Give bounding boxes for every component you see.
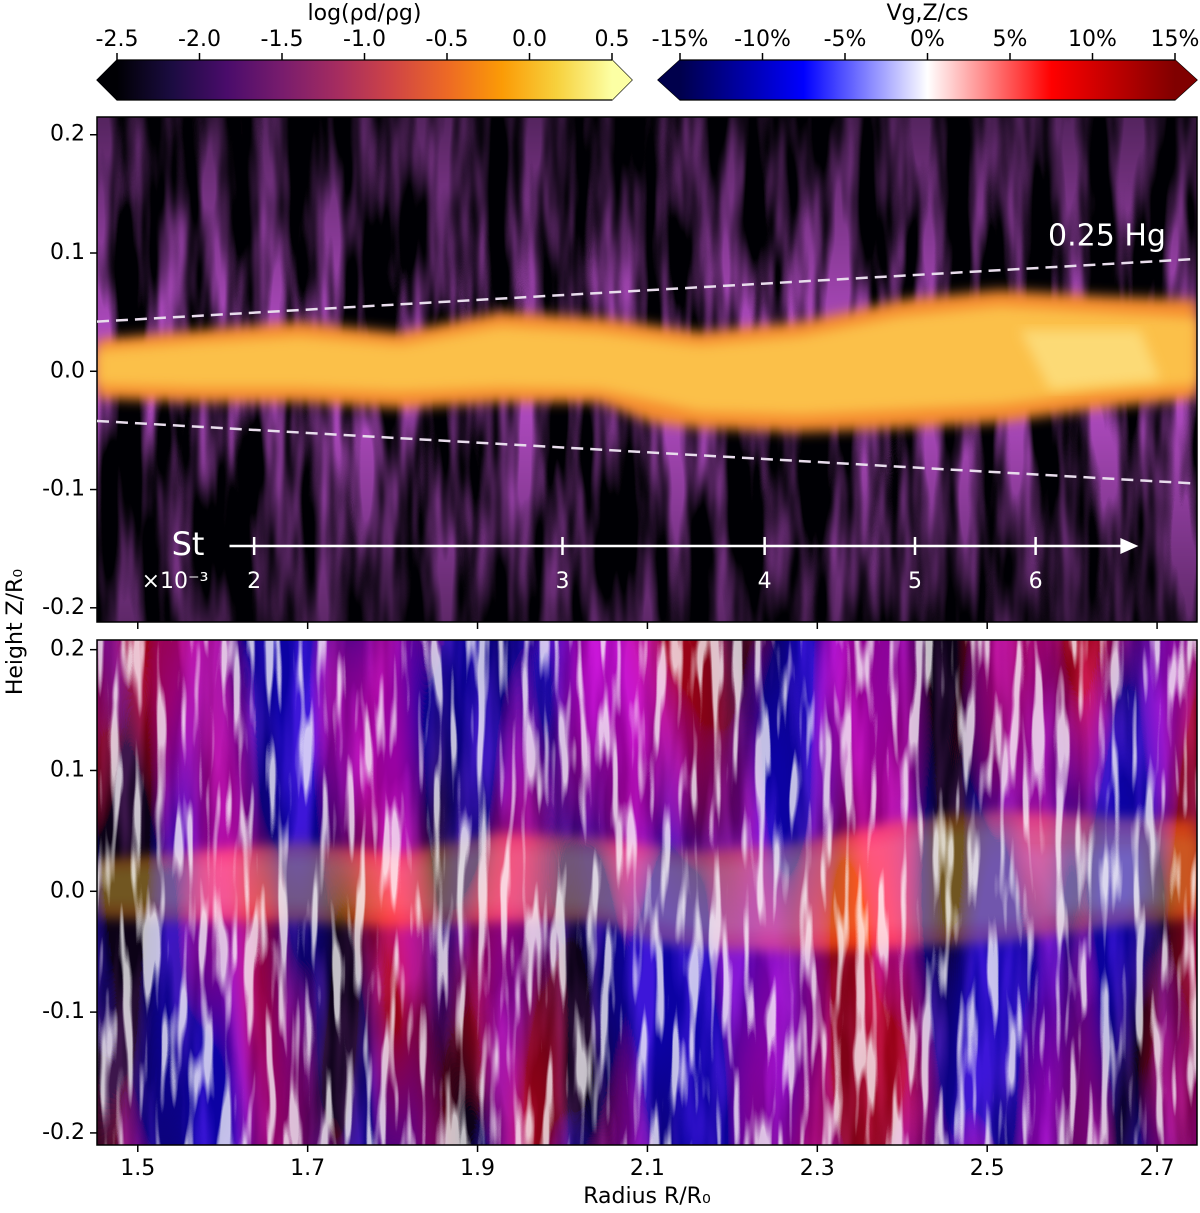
x-tick-label: 2.1 — [630, 1156, 665, 1181]
x-tick-label: 2.7 — [1140, 1156, 1175, 1181]
y-tick-label: 0.1 — [50, 757, 85, 782]
y-tick-label: -0.1 — [42, 999, 85, 1024]
y-tick-label: 0.2 — [50, 637, 85, 662]
stokes-tick-label: 6 — [1029, 569, 1043, 594]
colorbar-tick-label: -2.5 — [96, 27, 139, 52]
scale-height-label: 0.25 Hg — [1048, 218, 1166, 253]
stokes-tick-label: 4 — [758, 569, 772, 594]
x-axis-label: Radius R/R₀ — [583, 1184, 711, 1209]
y-tick-label: 0.2 — [50, 122, 85, 147]
scale-height-line — [96, 257, 1198, 323]
y-tick-label: 0.0 — [50, 878, 85, 903]
colorbar-tick-label: -1.5 — [261, 27, 304, 52]
colorbar-extend — [1175, 60, 1197, 100]
colorbar — [657, 59, 1198, 101]
x-tick-label: 2.5 — [970, 1156, 1005, 1181]
colorbar-tick-label: 0.0 — [512, 27, 547, 52]
colorbar-tick-label: 10% — [1068, 27, 1117, 52]
stokes-arrow-head — [1120, 538, 1139, 554]
stokes-tick-label: 2 — [247, 569, 261, 594]
colorbar-tick-label: -5% — [824, 27, 867, 52]
velocity-streamline-map — [97, 640, 1197, 1145]
panel-frame — [96, 116, 1198, 623]
stokes-tick-label: 3 — [555, 569, 569, 594]
colorbar-tick-label: -0.5 — [426, 27, 469, 52]
y-axis-label: Height Z/R₀ — [3, 569, 28, 695]
colorbar-tick-label: 5% — [993, 27, 1028, 52]
x-tick-label: 2.3 — [800, 1156, 835, 1181]
colorbar-extend — [658, 60, 680, 100]
stokes-multiplier: ×10⁻³ — [142, 569, 209, 594]
y-tick-label: -0.2 — [42, 1120, 85, 1145]
colorbar-extend — [97, 60, 117, 100]
y-tick-label: 0.0 — [50, 358, 85, 383]
colorbar-label: log(ρd/ρg) — [308, 1, 422, 26]
x-tick-label: 1.5 — [120, 1156, 155, 1181]
colorbar-tick-label: -15% — [652, 27, 709, 52]
colorbar-label: Vg,Z/cs — [886, 1, 968, 26]
y-tick-label: -0.1 — [42, 477, 85, 502]
colorbar-tick-label: -2.0 — [178, 27, 221, 52]
colorbar-tick-label: 15% — [1151, 27, 1200, 52]
y-tick-label: -0.2 — [42, 595, 85, 620]
scale-height-line — [96, 419, 1198, 485]
stokes-label: St — [172, 525, 205, 563]
stokes-tick-label: 5 — [908, 569, 922, 594]
x-tick-label: 1.7 — [290, 1156, 325, 1181]
colorbar-tick-label: -1.0 — [343, 27, 386, 52]
colorbar-tick-label: 0% — [910, 27, 945, 52]
colorbar — [96, 59, 633, 101]
colorbar-tick-label: 0.5 — [595, 27, 630, 52]
panel-frame — [96, 639, 1198, 1146]
x-tick-label: 1.9 — [460, 1156, 495, 1181]
dust-density-map — [97, 117, 1197, 622]
y-tick-label: 0.1 — [50, 240, 85, 265]
colorbar-extend — [612, 60, 632, 100]
colorbar-tick-label: -10% — [734, 27, 791, 52]
